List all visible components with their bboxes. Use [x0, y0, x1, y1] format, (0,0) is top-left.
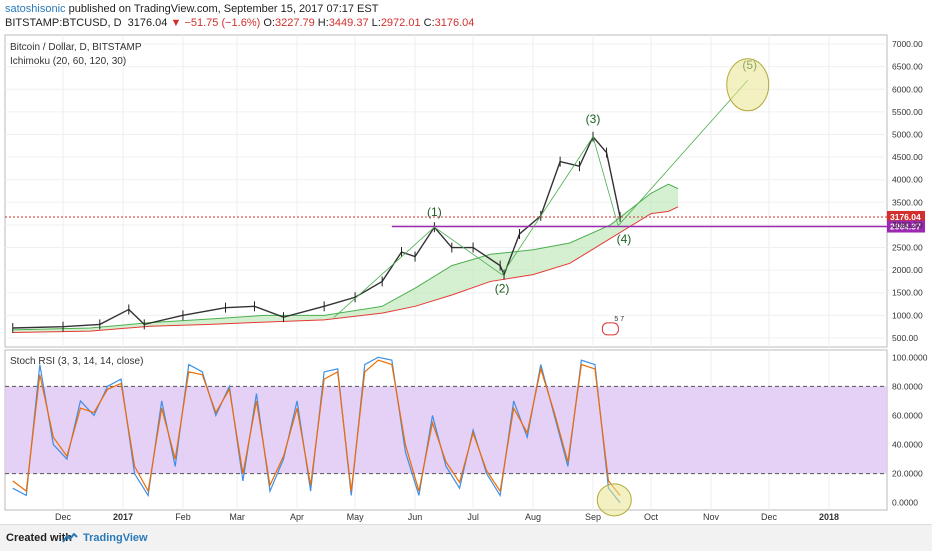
wave-label: (4) [617, 232, 632, 246]
y-tick-label: 6500.00 [892, 62, 923, 72]
last-price: 3176.04 [127, 17, 168, 29]
stoch-y-tick-label: 20.0000 [892, 469, 923, 479]
y-tick-label: 2000.00 [892, 265, 923, 275]
x-tick-label: Oct [644, 512, 659, 522]
low-label: L: [371, 17, 381, 29]
y-tick-label: 1500.00 [892, 288, 923, 298]
price-line-label: 2964.37 [890, 222, 921, 232]
wave-label: (3) [586, 112, 601, 126]
x-tick-label: Feb [175, 512, 191, 522]
ichimoku-cloud [12, 184, 679, 333]
y-tick-label: 4000.00 [892, 175, 923, 185]
stoch-circle [596, 483, 632, 517]
tradingview-brand-link[interactable]: TradingView [83, 532, 148, 544]
y-tick-label: 3500.00 [892, 197, 923, 207]
x-tick-label: Jun [408, 512, 423, 522]
publish-header: satoshisonic published on TradingView.co… [5, 3, 378, 15]
x-tick-label: 2018 [819, 512, 839, 522]
stoch-y-tick-label: 40.0000 [892, 440, 923, 450]
y-tick-label: 500.00 [892, 333, 918, 343]
open-value: 3227.79 [274, 17, 315, 29]
marker-numbers: 5 7 [614, 316, 624, 323]
high-label: H: [317, 17, 329, 29]
price-line-label: 3176.04 [890, 212, 921, 222]
x-tick-label: May [347, 512, 365, 522]
stoch-series-line [12, 359, 621, 496]
x-tick-label: Jul [467, 512, 479, 522]
published-text: published on TradingView.com, September … [68, 3, 379, 15]
close-label: C: [423, 17, 435, 29]
author-link[interactable]: satoshisonic [5, 3, 66, 15]
x-tick-label: Aug [525, 512, 541, 522]
stoch-y-tick-label: 100.0000 [892, 352, 928, 362]
x-tick-label: Sep [585, 512, 601, 522]
y-tick-label: 3000.00 [892, 220, 923, 230]
ohlc-header: BITSTAMP:BTCUSD, D 3176.04 ▼ −51.75 (−1.… [5, 17, 474, 29]
x-tick-label: Dec [761, 512, 778, 522]
price-label-box [887, 210, 925, 223]
y-tick-label: 5500.00 [892, 107, 923, 117]
ichimoku-label: Ichimoku (20, 60, 120, 30) [10, 56, 126, 67]
y-tick-label: 5000.00 [892, 129, 923, 139]
stoch-y-tick-label: 0.0000 [892, 498, 918, 508]
main-chart-title: Bitcoin / Dollar, D, BITSTAMP [10, 42, 142, 53]
y-tick-label: 4500.00 [892, 152, 923, 162]
ichimoku-span-a [12, 183, 679, 331]
price-label-box [887, 220, 925, 233]
symbol-label: BITSTAMP:BTCUSD, D [5, 17, 122, 29]
x-tick-label: Dec [55, 512, 72, 522]
y-tick-label: 1000.00 [892, 310, 923, 320]
x-tick-label: Apr [290, 512, 304, 522]
x-tick-label: Nov [703, 512, 720, 522]
tradingview-logo-icon [62, 533, 78, 543]
created-with-text: Created with [6, 532, 73, 544]
change-value: −51.75 (−1.6%) [184, 17, 261, 29]
stoch-rsi-label: Stoch RSI (3, 3, 14, 14, close) [10, 356, 143, 367]
close-value: 3176.04 [434, 17, 475, 29]
target-circle [726, 58, 770, 112]
x-tick-label: 2017 [113, 512, 133, 522]
down-arrow-icon: ▼ [170, 17, 182, 29]
y-tick-label: 6000.00 [892, 84, 923, 94]
elliott-wave-path [333, 79, 749, 318]
open-label: O: [263, 17, 275, 29]
stoch-band [5, 386, 887, 474]
y-tick-label: 7000.00 [892, 39, 923, 49]
stoch-y-tick-label: 80.0000 [892, 381, 923, 391]
wave-label: (2) [495, 282, 510, 296]
price-line [12, 135, 621, 329]
flag-marker-icon [601, 322, 619, 336]
stoch-y-tick-label: 60.0000 [892, 410, 923, 420]
low-value: 2972.01 [380, 17, 421, 29]
y-tick-label: 2500.00 [892, 243, 923, 253]
wave-label: (1) [427, 205, 442, 219]
x-tick-label: Mar [229, 512, 245, 522]
high-value: 3449.37 [328, 17, 369, 29]
footer-bar: Created with TradingView [0, 524, 932, 551]
